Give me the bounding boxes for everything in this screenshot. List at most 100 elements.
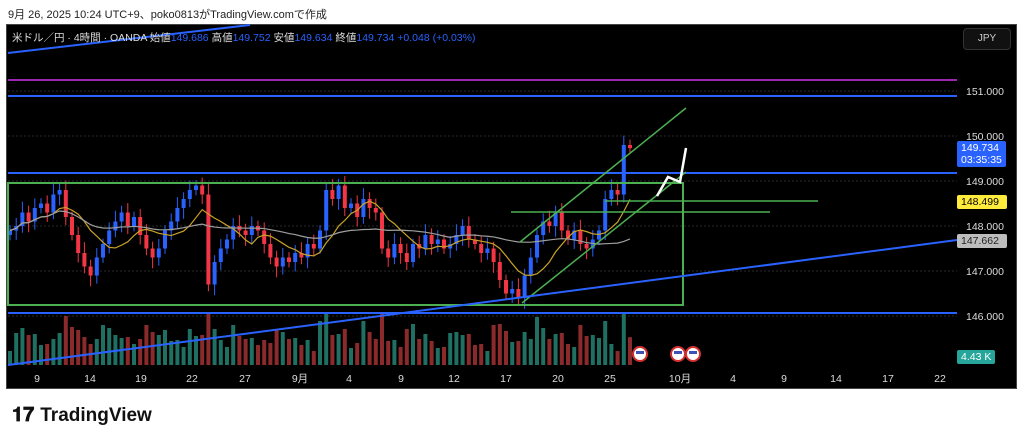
volume-bar (411, 324, 415, 365)
candle (293, 253, 298, 262)
x-tick-label: 9月 (292, 373, 308, 385)
open-value: 149.686 (170, 32, 209, 44)
x-tick-label: 9 (398, 373, 404, 385)
volume-bar (330, 335, 335, 365)
x-tick-label: 19 (135, 373, 147, 385)
y-tick-label: 151.000 (966, 86, 1004, 98)
candle (336, 185, 341, 199)
volume-bar (386, 341, 391, 365)
candle (51, 194, 56, 213)
candle (169, 221, 174, 231)
volume-bar (51, 339, 56, 365)
candle (423, 235, 428, 249)
volume-bar (398, 347, 403, 365)
x-tick-label: 17 (882, 373, 894, 385)
channel-upper (519, 107, 687, 243)
trendline-top-left (7, 24, 251, 54)
candle (547, 221, 552, 226)
volume-bar (553, 334, 558, 365)
volume-bar (262, 340, 267, 365)
volume-bar (150, 332, 155, 365)
candle (138, 217, 143, 235)
x-tick-label: 27 (239, 373, 251, 385)
volume-bar (70, 327, 74, 365)
candle (88, 266, 93, 276)
candle (225, 239, 229, 249)
candle (528, 257, 533, 276)
bar-countdown: 03:35:35 (961, 154, 1002, 166)
candle (429, 235, 434, 244)
candle (175, 208, 180, 222)
candle (380, 212, 384, 249)
y-tick-label: 149.000 (966, 176, 1004, 188)
candle (454, 235, 459, 244)
volume-bar (163, 330, 167, 365)
volume-bar (621, 313, 626, 365)
volume-bar (45, 344, 50, 365)
candle (8, 230, 12, 235)
forecast-zigzag (655, 147, 688, 197)
candle (82, 253, 87, 267)
volume-bar (504, 331, 508, 365)
volume-bar (125, 337, 130, 365)
volume-bar (566, 344, 570, 365)
volume-bar (57, 333, 62, 365)
candle (330, 190, 335, 199)
candle (621, 145, 626, 195)
tradingview-logo[interactable]: 𝟏𝟕 TradingView (12, 404, 152, 427)
candle (609, 190, 614, 199)
candle (94, 257, 99, 276)
candle (70, 217, 74, 235)
candle (206, 194, 211, 285)
close-value: 149.734 (356, 32, 395, 44)
candle (572, 230, 577, 240)
volume-bar (311, 351, 316, 365)
currency-button[interactable]: JPY (963, 28, 1011, 50)
y-tick-label: 146.000 (966, 311, 1004, 323)
volume-bar (349, 348, 353, 365)
candle (274, 257, 279, 267)
candle (231, 226, 236, 240)
volume-bar (299, 345, 304, 365)
volume-bar (479, 344, 484, 365)
chart-panel[interactable] (6, 24, 1017, 389)
candle (398, 244, 403, 253)
candle (516, 289, 521, 298)
volume-bar (14, 333, 19, 365)
candle (218, 248, 223, 262)
volume-bar (94, 339, 99, 365)
volume-bar (318, 321, 322, 365)
candle (76, 235, 81, 253)
low-label: 安値 (273, 32, 295, 44)
volume-bar (367, 332, 372, 365)
volume-bar (442, 347, 446, 365)
volume-bar (305, 340, 310, 365)
volume-bar (249, 338, 254, 365)
candle (32, 208, 37, 222)
x-tick-label: 9 (781, 373, 787, 385)
volume-bar (218, 340, 223, 365)
volume-bar (572, 347, 577, 365)
volume-bar (355, 343, 360, 365)
volume-bar (63, 316, 68, 365)
x-tick-label: 25 (604, 373, 616, 385)
volume-bar (590, 335, 595, 365)
candle (150, 248, 155, 258)
candle (305, 244, 310, 258)
candle (442, 239, 446, 249)
volume-bar (423, 334, 428, 365)
range-box (7, 182, 684, 306)
volume-bar (417, 339, 422, 365)
volume-bar (535, 317, 539, 365)
yellow-price-tag: 148.499 (957, 195, 1007, 209)
candle (361, 199, 366, 217)
candle (194, 185, 198, 190)
volume-bar (231, 325, 236, 365)
candle (466, 226, 471, 240)
volume-bar (243, 339, 248, 365)
candle (553, 212, 558, 226)
candle (156, 248, 161, 258)
tv-logo-icon: 𝟏𝟕 (12, 404, 35, 426)
volume-bar (380, 314, 384, 365)
